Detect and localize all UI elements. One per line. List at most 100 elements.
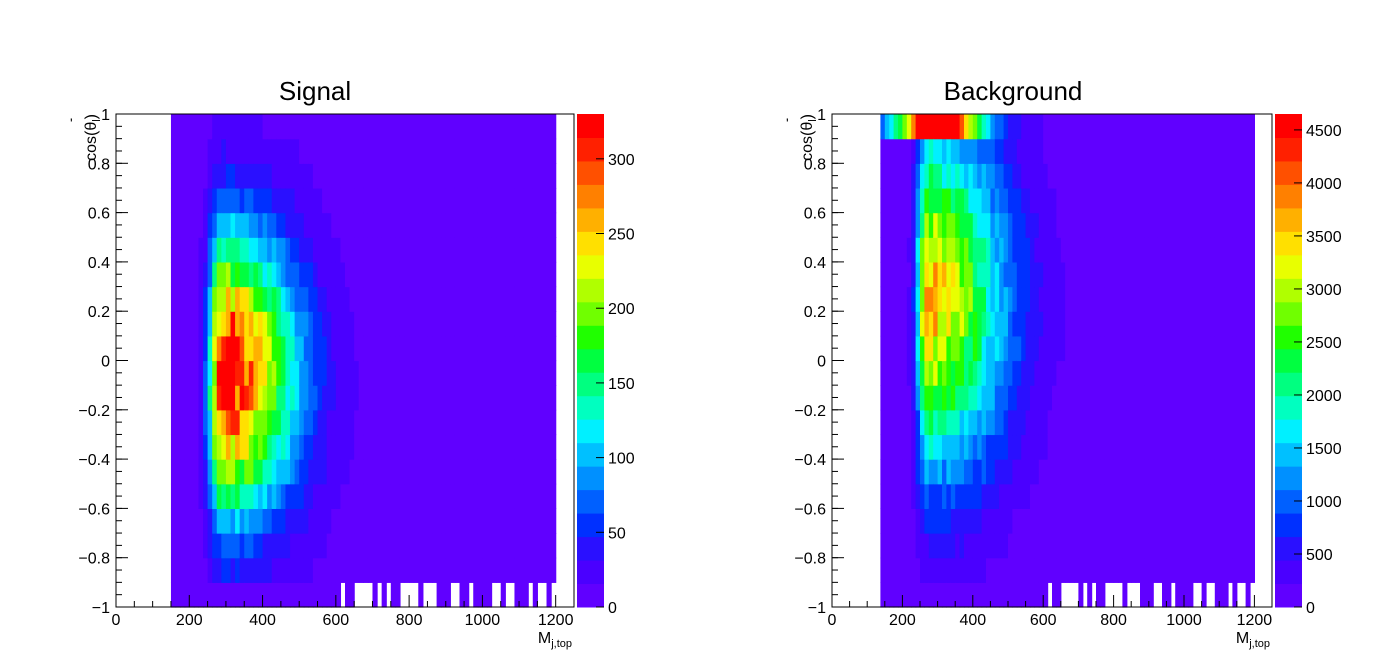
heatmap-cell [477, 311, 483, 337]
heatmap-cell [1170, 508, 1176, 534]
heatmap-cell [221, 409, 227, 436]
heatmap-cell [1118, 459, 1123, 485]
heatmap-cell [239, 163, 245, 189]
heatmap-cell [1012, 261, 1018, 288]
heatmap-cell [445, 335, 451, 362]
heatmap-cell [928, 434, 934, 460]
heatmap-cell [1197, 311, 1203, 337]
heatmap-cell [964, 459, 969, 485]
heatmap-cell [1232, 483, 1238, 509]
heatmap-cell [1162, 286, 1167, 312]
heatmap-cell [276, 360, 282, 386]
heatmap-cell [409, 286, 415, 312]
heatmap-cell [413, 434, 419, 460]
heatmap-cell [1091, 138, 1097, 164]
heatmap-cell [1232, 286, 1238, 312]
x-tick-label: 400 [959, 612, 986, 629]
heatmap-cell [1197, 483, 1203, 509]
heatmap-cell [1135, 163, 1141, 189]
heatmap-cell [1104, 114, 1110, 140]
heatmap-cell [203, 187, 209, 214]
heatmap-cell [1214, 335, 1220, 362]
heatmap-cell [1219, 212, 1225, 238]
heatmap-cell [1179, 434, 1185, 460]
heatmap-cell [906, 459, 912, 485]
heatmap-cell [1135, 483, 1141, 509]
heatmap-cell [1047, 187, 1053, 214]
heatmap-cell [946, 533, 952, 559]
heatmap-cell [924, 459, 930, 485]
colorbar-swatch [1275, 583, 1302, 608]
heatmap-cell [409, 212, 415, 238]
heatmap-cell [1228, 385, 1233, 411]
heatmap-cell [358, 187, 364, 214]
heatmap-cell [340, 114, 346, 140]
heatmap-cell [924, 508, 930, 534]
heatmap-cell [1131, 360, 1137, 386]
heatmap-cell [928, 114, 934, 140]
heatmap-cell [1038, 434, 1044, 460]
heatmap-cell [441, 434, 447, 460]
heatmap-cell [221, 335, 227, 362]
heatmap-cell [1135, 409, 1141, 436]
heatmap-cell [1096, 360, 1101, 386]
heatmap-cell [1003, 187, 1009, 214]
heatmap-cell [432, 114, 438, 140]
heatmap-cell [244, 163, 250, 189]
heatmap-cell [322, 311, 328, 337]
heatmap-cell [1043, 138, 1049, 164]
heatmap-cell [299, 286, 305, 312]
heatmap-cell [290, 237, 296, 263]
heatmap-cell [1038, 582, 1044, 608]
heatmap-cell [1126, 483, 1132, 509]
heatmap-cell [1060, 459, 1066, 485]
heatmap-cell [523, 409, 529, 436]
heatmap-cell [221, 434, 227, 460]
heatmap-cell [986, 459, 991, 485]
heatmap-cell [902, 237, 908, 263]
heatmap-cell [285, 483, 291, 509]
heatmap-cell [537, 261, 543, 288]
heatmap-cell [950, 360, 956, 386]
heatmap-cell [322, 409, 328, 436]
heatmap-cell [390, 212, 396, 238]
heatmap-cell [477, 508, 483, 534]
heatmap-cell [1245, 533, 1251, 559]
heatmap-cell [1030, 138, 1035, 164]
heatmap-cell [1236, 335, 1242, 362]
heatmap-cell [413, 286, 419, 312]
heatmap-cell [1118, 261, 1123, 288]
heatmap-cell [432, 533, 438, 559]
heatmap-cell [482, 261, 488, 288]
heatmap-cell [244, 459, 250, 485]
heatmap-cell [1087, 360, 1093, 386]
heatmap-cell [262, 434, 268, 460]
heatmap-cell [1188, 508, 1194, 534]
heatmap-cell [491, 261, 497, 288]
heatmap-cell [1162, 163, 1167, 189]
heatmap-cell [1232, 163, 1238, 189]
heatmap-cell [893, 138, 899, 164]
heatmap-cell [981, 114, 987, 140]
heatmap-cell [409, 459, 415, 485]
heatmap-cell [1250, 187, 1255, 214]
heatmap-cell [363, 311, 369, 337]
heatmap-cell [1056, 311, 1062, 337]
heatmap-cell [1065, 311, 1071, 337]
heatmap-cell [1140, 360, 1145, 386]
heatmap-cell [1157, 237, 1163, 263]
heatmap-cell [180, 335, 186, 362]
heatmap-cell [253, 557, 259, 583]
heatmap-cell [267, 459, 273, 485]
heatmap-cell [445, 409, 451, 436]
heatmap-cell [331, 483, 337, 509]
heatmap-cell [902, 187, 908, 214]
heatmap-cell [532, 483, 538, 509]
heatmap-cell [1228, 311, 1233, 337]
heatmap-cell [1078, 582, 1084, 608]
heatmap-cell [915, 459, 921, 485]
heatmap-cell [381, 459, 387, 485]
heatmap-cell [198, 335, 204, 362]
heatmap-cell [1008, 237, 1013, 263]
heatmap-cell [1025, 187, 1031, 214]
